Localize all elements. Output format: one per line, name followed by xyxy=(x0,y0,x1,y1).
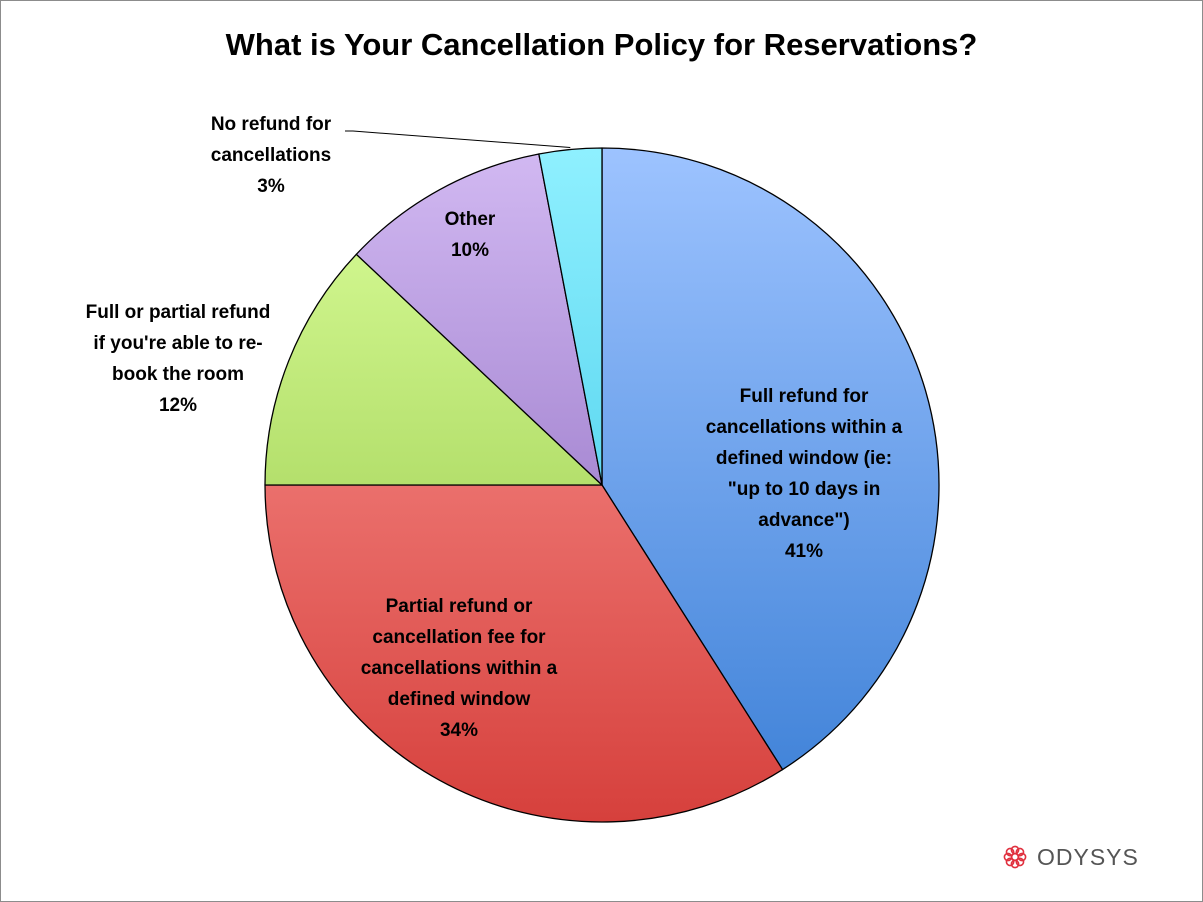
logo-petal xyxy=(1015,857,1025,867)
slice-label-line: cancellations within a xyxy=(360,658,558,679)
slice-percent: 10% xyxy=(450,240,490,261)
slice-label-partial-refund: Partial refund or cancellation fee for c… xyxy=(319,591,599,746)
slice-label-line: defined window xyxy=(387,689,531,710)
logo-petal xyxy=(1005,857,1015,867)
chart-title: What is Your Cancellation Policy for Res… xyxy=(225,27,978,62)
slice-label-line: cancellations within a xyxy=(705,417,903,438)
slice-label-line: Full refund for xyxy=(739,386,869,407)
slice-label-line: Partial refund or xyxy=(385,596,533,617)
pie-slice-full-refund xyxy=(601,147,940,771)
slice-label-rebook-refund: Full or partial refund if you're able to… xyxy=(53,297,303,421)
slice-label-line: cancellations xyxy=(210,145,332,166)
brand-name: ODYSYS xyxy=(1037,843,1139,870)
pie-slice-no-refund xyxy=(538,147,603,486)
slice-percent: 3% xyxy=(257,176,285,197)
pie-slice-rebook-refund xyxy=(264,253,603,486)
logo-petal xyxy=(1015,847,1025,857)
logo-center xyxy=(1011,853,1019,861)
slice-label-no-refund: No refund for cancellations 3% xyxy=(186,109,356,202)
slice-label-full-refund: Full refund for cancellations within a d… xyxy=(664,381,944,567)
slice-label-line: if you're able to re- xyxy=(93,333,263,354)
slice-label-line: Other xyxy=(444,209,496,230)
logo-petal xyxy=(1005,847,1015,857)
pie-slice-partial-refund xyxy=(264,484,784,823)
slice-percent: 41% xyxy=(784,541,824,562)
leader-line-no-refund xyxy=(345,130,571,148)
slice-label-line: book the room xyxy=(112,364,244,385)
slice-label-line: "up to 10 days in xyxy=(727,479,881,500)
slice-percent: 34% xyxy=(439,720,479,741)
slice-label-line: advance") xyxy=(758,510,850,531)
pie-slice-other xyxy=(355,153,603,486)
brand-logo: ODYSYS xyxy=(1001,843,1139,871)
slice-percent: 12% xyxy=(158,395,198,416)
slice-label-line: cancellation fee for xyxy=(372,627,546,648)
slice-label-line: No refund for xyxy=(210,114,332,135)
slice-label-line: defined window (ie: xyxy=(715,448,893,469)
slice-label-line: Full or partial refund xyxy=(85,302,271,323)
slice-label-other: Other 10% xyxy=(410,204,530,266)
odysys-star-logo-icon xyxy=(1003,845,1027,869)
